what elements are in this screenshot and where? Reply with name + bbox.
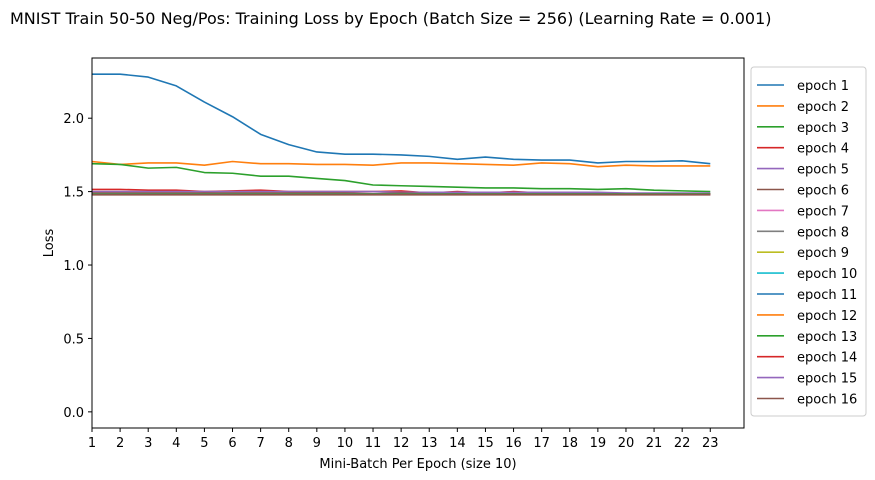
x-tick-label: 22 bbox=[674, 436, 691, 451]
legend-label: epoch 10 bbox=[797, 267, 857, 282]
chart-title: MNIST Train 50-50 Neg/Pos: Training Loss… bbox=[10, 9, 772, 28]
legend-label: epoch 5 bbox=[797, 163, 849, 178]
legend-label: epoch 13 bbox=[797, 330, 857, 345]
legend-label: epoch 11 bbox=[797, 288, 857, 303]
series-line-epoch-3 bbox=[91, 162, 711, 193]
legend-item-epoch-11: epoch 11 bbox=[757, 288, 857, 303]
x-tick-label: 7 bbox=[256, 436, 264, 451]
legend-label: epoch 4 bbox=[797, 142, 849, 157]
y-tick-label: 2.0 bbox=[63, 112, 84, 127]
legend: epoch 1 epoch 2 epoch 3 epoch 4 epoch 5 epoch… bbox=[750, 66, 867, 417]
legend-label: epoch 12 bbox=[797, 309, 857, 324]
legend-item-epoch-7: epoch 7 bbox=[757, 204, 849, 219]
x-tick-label: 5 bbox=[200, 436, 208, 451]
x-tick-label: 1 bbox=[88, 436, 96, 451]
legend-item-epoch-9: epoch 9 bbox=[757, 246, 849, 261]
legend-label: epoch 8 bbox=[797, 225, 849, 240]
x-tick-label: 4 bbox=[172, 436, 180, 451]
y-tick-label: 1.5 bbox=[63, 186, 84, 201]
legend-item-epoch-5: epoch 5 bbox=[757, 163, 849, 178]
legend-label: epoch 14 bbox=[797, 351, 857, 366]
legend-label: epoch 16 bbox=[797, 393, 857, 408]
x-tick-label: 6 bbox=[228, 436, 236, 451]
legend-label: epoch 3 bbox=[797, 121, 849, 136]
legend-item-epoch-4: epoch 4 bbox=[757, 142, 849, 157]
legend-label: epoch 9 bbox=[797, 246, 849, 261]
y-axis-label: Loss bbox=[42, 229, 57, 258]
x-tick-label: 8 bbox=[285, 436, 293, 451]
legend-item-epoch-12: epoch 12 bbox=[757, 309, 857, 324]
legend-item-epoch-13: epoch 13 bbox=[757, 330, 857, 345]
x-tick-label: 23 bbox=[702, 436, 719, 451]
legend-label: epoch 15 bbox=[797, 372, 857, 387]
x-tick-label: 17 bbox=[533, 436, 550, 451]
legend-item-epoch-8: epoch 8 bbox=[757, 225, 849, 240]
legend-label: epoch 2 bbox=[797, 100, 849, 115]
legend-label: epoch 6 bbox=[797, 184, 849, 199]
legend-item-epoch-6: epoch 6 bbox=[757, 184, 849, 199]
legend-item-epoch-1: epoch 1 bbox=[757, 79, 849, 94]
x-tick-label: 11 bbox=[365, 436, 382, 451]
plot-area bbox=[91, 73, 711, 196]
x-axis-label: Mini-Batch Per Epoch (size 10) bbox=[319, 457, 516, 472]
y-tick-label: 1.0 bbox=[63, 259, 84, 274]
x-tick-label: 16 bbox=[505, 436, 522, 451]
x-tick-label: 13 bbox=[421, 436, 438, 451]
x-tick-label: 19 bbox=[590, 436, 607, 451]
x-tick-label: 9 bbox=[313, 436, 321, 451]
series-line-epoch-2 bbox=[91, 160, 711, 168]
x-tick-label: 3 bbox=[144, 436, 152, 451]
legend-item-epoch-15: epoch 15 bbox=[757, 372, 857, 387]
x-tick-label: 20 bbox=[618, 436, 635, 451]
x-tick-label: 10 bbox=[337, 436, 354, 451]
x-tick-label: 21 bbox=[646, 436, 663, 451]
x-tick-label: 18 bbox=[561, 436, 578, 451]
x-tick-label: 15 bbox=[477, 436, 494, 451]
legend-item-epoch-10: epoch 10 bbox=[757, 267, 857, 282]
axes-frame bbox=[91, 57, 745, 429]
legend-box bbox=[750, 66, 867, 417]
legend-item-epoch-2: epoch 2 bbox=[757, 100, 849, 115]
x-tick-label: 14 bbox=[449, 436, 466, 451]
legend-label: epoch 1 bbox=[797, 79, 849, 94]
x-tick-label: 12 bbox=[393, 436, 410, 451]
y-tick-label: 0.0 bbox=[63, 406, 84, 421]
x-tick-label: 2 bbox=[116, 436, 124, 451]
x-axis: 1 2 3 4 5 6 7 8 9 10 11 12 13 14 15 16 17 18 19 20 21 22 23 bbox=[88, 428, 719, 451]
legend-item-epoch-14: epoch 14 bbox=[757, 351, 857, 366]
legend-label: epoch 7 bbox=[797, 204, 849, 219]
y-tick-label: 0.5 bbox=[63, 332, 84, 347]
y-axis: 0.0 0.5 1.0 1.5 2.0 bbox=[63, 112, 92, 421]
series-line-epoch-1 bbox=[92, 73, 711, 165]
legend-item-epoch-3: epoch 3 bbox=[757, 121, 849, 136]
legend-item-epoch-16: epoch 16 bbox=[757, 393, 857, 408]
